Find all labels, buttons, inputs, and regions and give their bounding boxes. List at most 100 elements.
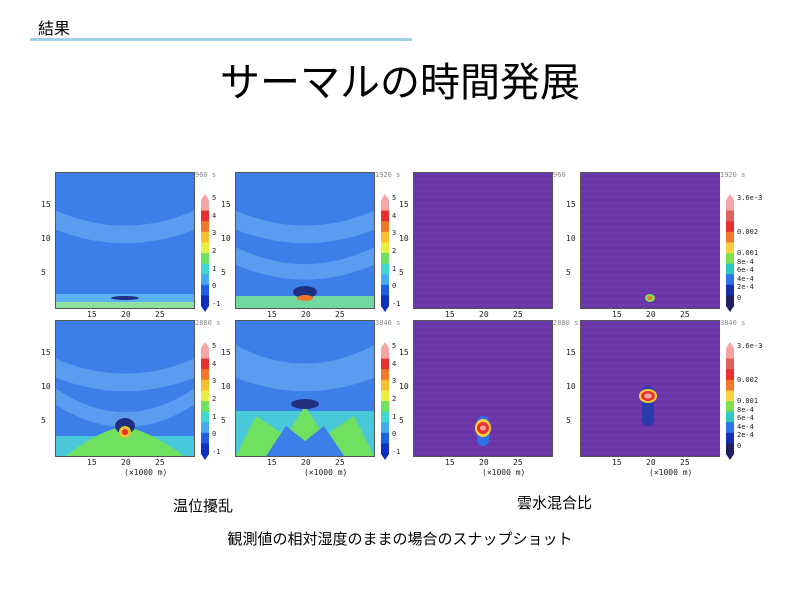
panel-qc-t3: 2880 s 15 10 5 15 20 25 (×1000 m) [399,319,606,477]
x-axis-unit: (×1000 m) [124,468,168,477]
y-tick-label: 10 [41,234,51,243]
colorbar-label: 4 [392,211,397,220]
section-rule [30,38,412,41]
x-tick-label: 20 [479,458,489,467]
colorbar-label: 0 [737,293,742,302]
x-tick-label: 25 [513,310,523,319]
colorbar-label: 2 [392,247,397,255]
colorbar: 3.6e-3 0.002 0.001 8e-4 6e-4 4e-4 2e-4 0 [725,194,762,316]
x-tick-label: 20 [301,458,311,467]
contour-plot [580,172,720,309]
y-tick-label: 10 [566,234,576,243]
x-tick-label: 15 [612,458,622,467]
colorbar-label: 0 [392,282,397,291]
panel-qc-t1: 960 15 10 5 15 20 25 [399,171,606,329]
colorbar-label: 5 [212,342,217,350]
colorbar-label: 0 [212,430,217,439]
panel-theta-t1: 960 s 15 10 5 15 20 25 5 4 3 2 1 0 -1 [41,171,248,329]
colorbar-label: 8e-4 [737,257,754,266]
y-tick-label: 15 [41,348,51,357]
x-tick-label: 25 [155,310,165,319]
colorbar-label: 4e-4 [737,274,754,283]
colorbar-label: 0 [212,282,217,291]
colorbar-label: 4e-4 [737,422,754,431]
x-tick-label: 15 [445,310,455,319]
colorbar-label: 3 [392,377,397,386]
contour-plot [413,172,553,309]
x-tick-label: 15 [87,458,97,467]
colorbar-label: 3 [212,377,217,386]
x-tick-label: 25 [680,458,690,467]
y-tick-label: 10 [221,234,231,243]
y-tick-label: 5 [399,268,404,277]
slide-title: サーマルの時間発展 [220,60,580,106]
colorbar-label: 1 [212,264,217,273]
y-tick-label: 15 [566,348,576,357]
x-tick-label: 20 [121,310,131,319]
x-tick-label: 15 [612,310,622,319]
y-tick-label: 10 [221,382,231,391]
panel-qc-t4: 3840 s 15 10 5 15 20 25 (×1000 m) 3.6e-3 0.002 0.0… [566,319,773,477]
y-tick-label: 5 [566,268,571,277]
colorbar-label: 2 [392,395,397,403]
contour-plot [55,172,195,309]
colorbar-label: 6e-4 [737,414,754,423]
x-tick-label: 25 [335,310,345,319]
x-tick-label: 25 [680,310,690,319]
colorbar-label: 3 [392,229,397,238]
colorbar-label: 5 [392,342,397,350]
y-tick-label: 5 [41,416,46,425]
colorbar-label: -1 [392,448,401,456]
section-label: 結果 [38,19,71,38]
colorbar-swatches [201,194,209,312]
colorbar-label: 0.001 [737,249,759,258]
y-tick-label: 5 [41,268,46,277]
time-stamp: 960 s [195,171,217,179]
colorbar-label: 0.002 [737,227,759,236]
colorbar-label: 2e-4 [737,283,754,292]
y-tick-label: 5 [566,416,571,425]
contour-plot [413,320,553,457]
y-tick-label: 15 [399,348,409,357]
colorbar: 5 4 3 2 1 0 -1 [380,342,400,464]
x-tick-label: 15 [87,310,97,319]
panel-theta-t4: 3840 s 15 10 5 15 20 25 (×1000 m) 5 4 3 2 1 0 -1 [221,319,428,477]
y-tick-label: 5 [221,416,226,425]
panel-qc-t2: 1920 s 15 10 5 15 20 25 3.6e-3 0.002 0.001 8e-4 6e-… [566,171,773,329]
y-tick-label: 5 [399,416,404,425]
colorbar-swatches [726,342,734,460]
x-tick-label: 20 [121,458,131,467]
x-tick-label: 20 [646,310,656,319]
colorbar-swatches [381,342,389,460]
colorbar: 5 4 3 2 1 0 -1 [380,194,400,316]
y-tick-label: 15 [221,200,231,209]
contour-plot [235,172,375,309]
colorbar-label: 0.002 [737,375,759,384]
colorbar-label: 4 [212,211,217,220]
x-axis-unit: (×1000 m) [304,468,348,477]
y-tick-label: 15 [566,200,576,209]
colorbar-swatches [726,194,734,312]
y-tick-label: 10 [566,382,576,391]
colorbar-label: 4 [392,359,397,368]
colorbar-label: 3.6e-3 [737,342,763,350]
y-tick-label: 15 [221,348,231,357]
y-tick-label: 5 [221,268,226,277]
x-tick-label: 15 [267,310,277,319]
time-stamp: 960 [553,171,566,179]
time-stamp: 3840 s [720,319,746,327]
x-axis-unit: (×1000 m) [649,468,693,477]
contour-plot [235,320,375,457]
x-axis-unit: (×1000 m) [482,468,526,477]
time-stamp: 2880 s [195,319,221,327]
colorbar-label: 3 [212,229,217,238]
colorbar-label: -1 [212,448,221,456]
y-tick-label: 10 [399,382,409,391]
caption-qc: 雲水混合比 [517,494,593,512]
colorbar-label: 2 [212,395,217,403]
colorbar-swatches [381,194,389,312]
colorbar-label: 0 [737,441,742,450]
colorbar-label: 0 [392,430,397,439]
colorbar-label: 8e-4 [737,405,754,414]
y-tick-label: 15 [399,200,409,209]
